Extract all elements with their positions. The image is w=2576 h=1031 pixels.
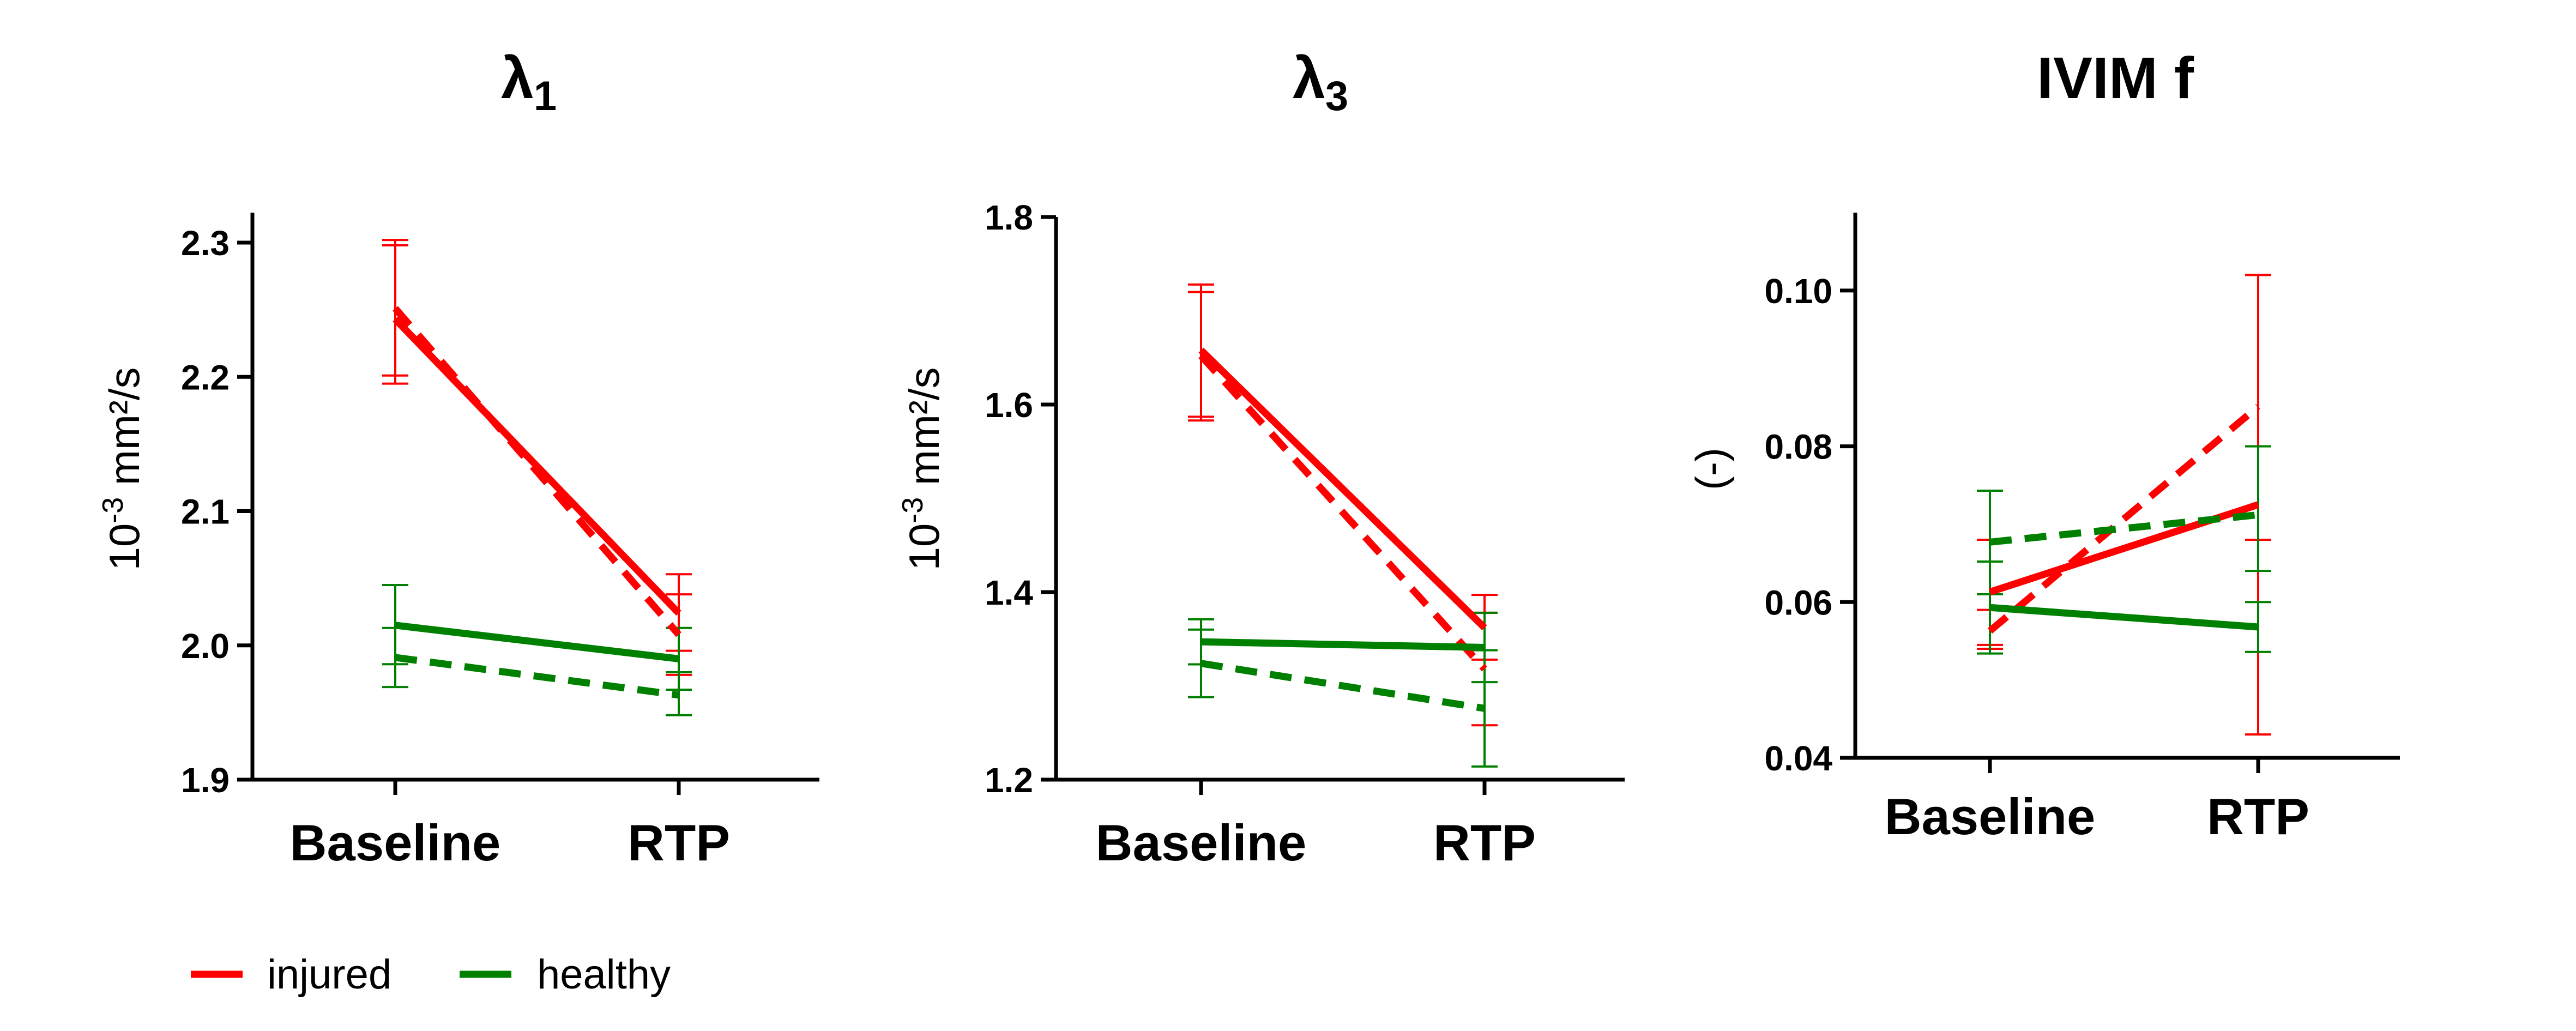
series-line-healthy-solid — [1989, 604, 2259, 631]
series-line-injured-dashed — [393, 306, 681, 637]
series-group — [1977, 274, 2271, 736]
panel-lambda1: λ1 10-3 mm²/s 1.9 2.0 2.1 2.2 2.3 Baseline R… — [96, 45, 819, 871]
y-tick-label: 0.08 — [1764, 427, 1832, 467]
y-tick-label: 2.1 — [181, 492, 230, 532]
y-tick-label: 1.2 — [985, 761, 1033, 800]
x-tick-label: Baseline — [1096, 814, 1307, 871]
x-tick-label: Baseline — [290, 814, 501, 871]
series-group — [382, 239, 692, 716]
series-line-injured-dashed — [1198, 353, 1487, 672]
x-tick-label: RTP — [1433, 814, 1536, 871]
y-tick-label: 1.6 — [985, 385, 1033, 425]
series-group — [1188, 283, 1498, 768]
y-ticks: 1.9 2.0 2.1 2.2 2.3 — [181, 224, 252, 800]
legend-label-healthy: healthy — [537, 951, 671, 998]
y-tick-label: 2.3 — [181, 224, 230, 263]
series-line-healthy-dashed — [395, 654, 679, 699]
chart-title: IVIM f — [2037, 45, 2194, 111]
panel-lambda3: λ3 10-3 mm²/s 1.2 1.4 1.6 1.8 Baseline RTP — [896, 45, 1625, 871]
y-tick-label: 2.0 — [181, 626, 230, 666]
y-axis-label: 10-3 mm²/s — [96, 367, 148, 570]
x-tick-label: Baseline — [1885, 788, 2096, 845]
series-line-healthy-solid — [395, 622, 679, 662]
x-tick-label: RTP — [628, 814, 730, 871]
legend-label-injured: injured — [267, 951, 391, 998]
y-ticks: 1.2 1.4 1.6 1.8 — [985, 198, 1056, 800]
chart-title: λ1 — [501, 45, 557, 119]
x-tick-label: RTP — [2207, 788, 2309, 845]
chart-title: λ3 — [1293, 45, 1348, 119]
series-line-healthy-dashed — [1989, 511, 2259, 546]
x-ticks — [1988, 758, 2260, 773]
series-line-healthy-solid — [1200, 638, 1485, 651]
y-tick-label: 0.10 — [1764, 272, 1832, 311]
y-axis-label: (-) — [1687, 448, 1735, 490]
x-ticks — [1199, 780, 1487, 795]
x-ticks — [393, 780, 681, 795]
y-tick-label: 1.9 — [181, 761, 230, 800]
series-line-healthy-dashed — [1200, 660, 1486, 712]
y-tick-label: 1.8 — [985, 198, 1033, 237]
panel-ivim-f: IVIM f (-) 0.04 0.06 0.08 0.10 Baseline RTP — [1687, 45, 2400, 845]
y-axis-label: 10-3 mm²/s — [896, 367, 948, 570]
y-tick-label: 1.4 — [985, 573, 1033, 612]
y-tick-label: 2.2 — [181, 358, 230, 397]
y-tick-label: 0.06 — [1764, 583, 1832, 622]
series-line-injured-solid — [1198, 347, 1487, 631]
y-ticks: 0.04 0.06 0.08 0.10 — [1764, 272, 1855, 778]
legend: injured healthy — [191, 951, 671, 998]
series-line-injured-dashed — [1987, 403, 2261, 634]
y-tick-label: 0.04 — [1764, 739, 1832, 778]
